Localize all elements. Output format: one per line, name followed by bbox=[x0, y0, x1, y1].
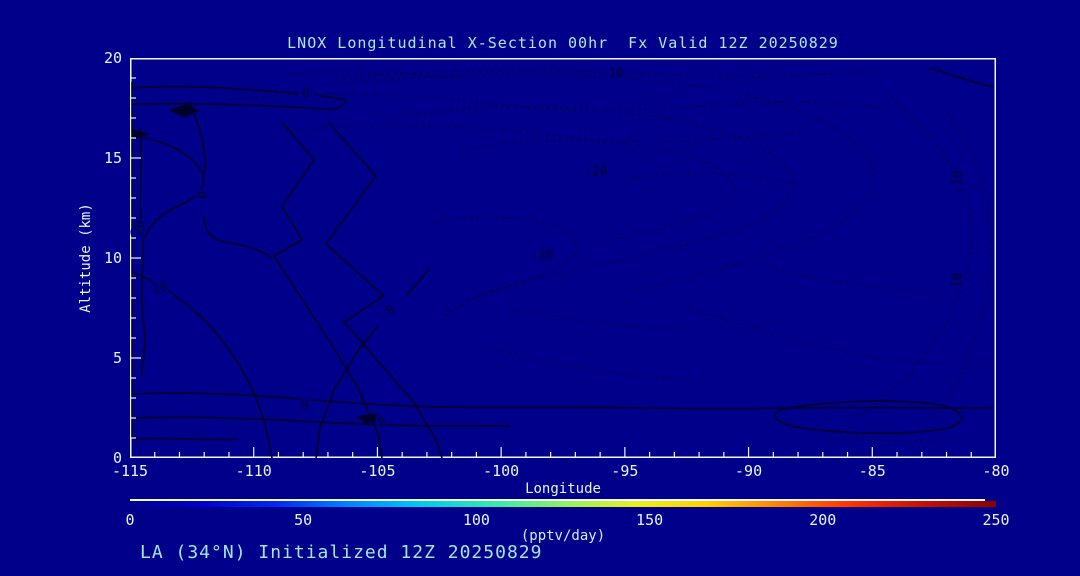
x-tick-label: -80 bbox=[982, 462, 1010, 480]
contour-label: 10 bbox=[150, 279, 169, 298]
plot-area: 0 0 20 10 0 0 0 -10 -20 -10 -10 -10 bbox=[129, 57, 997, 459]
colorbar-tick-label: 150 bbox=[636, 511, 664, 529]
colorbar-tick-label: 250 bbox=[982, 511, 1010, 529]
plot-border bbox=[130, 58, 996, 458]
y-tick-label: 10 bbox=[103, 249, 122, 267]
contour-label: 20 bbox=[131, 219, 149, 237]
dotted-contours bbox=[229, 69, 993, 443]
contour-label: -10 bbox=[530, 249, 553, 264]
colorbar-tick-label: 200 bbox=[809, 511, 837, 529]
colorbar-units: (pptv/day) bbox=[520, 528, 606, 544]
x-tick-label: -90 bbox=[735, 462, 763, 480]
contour-label: -10 bbox=[951, 170, 966, 193]
chart-title: LNOX Longitudinal X-Section 00hr Fx Vali… bbox=[287, 34, 839, 52]
contour-label: 0 bbox=[376, 415, 387, 432]
colorbar-tick-label: 50 bbox=[294, 511, 313, 529]
contour-plot-canvas: 0 0 20 10 0 0 0 -10 -20 -10 -10 -10 bbox=[129, 57, 997, 459]
colorbar-tick-label: 100 bbox=[462, 511, 490, 529]
contour-label: -20 bbox=[584, 165, 607, 180]
contour-label: 0 bbox=[301, 399, 309, 414]
contour-label: -10 bbox=[600, 67, 623, 82]
axis-ticks bbox=[129, 57, 997, 459]
contour-label: 0 bbox=[197, 191, 212, 199]
y-tick-label: 0 bbox=[112, 449, 122, 467]
x-tick-label: -100 bbox=[483, 462, 520, 480]
y-tick-label: 15 bbox=[103, 149, 122, 167]
init-caption: LA (34°N) Initialized 12Z 20250829 bbox=[140, 542, 543, 563]
colorbar-strip bbox=[130, 501, 996, 507]
contour-label: 0 bbox=[302, 87, 310, 102]
x-tick-label: -105 bbox=[359, 462, 396, 480]
contour-label: 0 bbox=[383, 302, 399, 319]
contour-label: -10 bbox=[951, 272, 966, 295]
y-tick-label: 20 bbox=[103, 49, 122, 67]
x-tick-label: -115 bbox=[111, 462, 149, 480]
colorbar-axis-line bbox=[130, 499, 985, 501]
colorbar-tick-label: 0 bbox=[125, 511, 135, 529]
y-tick-label: 5 bbox=[112, 349, 122, 367]
x-tick-label: -110 bbox=[235, 462, 272, 480]
solid-contours bbox=[131, 67, 994, 459]
x-tick-label: -85 bbox=[858, 462, 886, 480]
x-tick-label: -95 bbox=[611, 462, 639, 480]
x-axis-title: Longitude bbox=[525, 481, 601, 497]
